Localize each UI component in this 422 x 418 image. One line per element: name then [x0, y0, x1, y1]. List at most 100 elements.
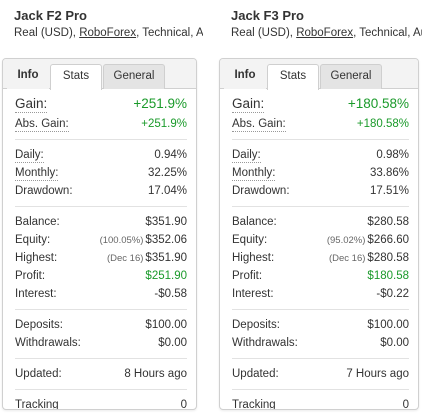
tab-stats[interactable]: Stats — [50, 64, 102, 90]
equity-label: Equity: — [232, 234, 268, 246]
monthly-value: 33.86% — [369, 167, 409, 179]
tab-bar: Info Stats General — [3, 59, 196, 90]
withdrawals-row: Withdrawals: $0.00 — [15, 334, 187, 352]
interest-value: -$0.58 — [154, 288, 187, 300]
gain-row: Gain: +180.58% — [232, 95, 409, 115]
tab-general[interactable]: General — [320, 64, 382, 89]
abs-gain-label[interactable]: Abs. Gain: — [232, 118, 286, 132]
interest-row: Interest: -$0.22 — [232, 285, 409, 303]
divider — [232, 206, 409, 207]
account-type: Real (USD), — [14, 27, 76, 39]
system-header: Jack F2 Pro Real (USD), RoboForex, Techn… — [0, 0, 203, 50]
drawdown-label: Drawdown: — [232, 185, 290, 197]
tracking-row: Tracking 0 — [232, 396, 409, 410]
tab-info[interactable]: Info — [224, 64, 266, 89]
tracking-label: Tracking — [232, 399, 276, 410]
abs-gain-value: +180.58% — [356, 118, 409, 130]
tab-info[interactable]: Info — [7, 64, 49, 89]
profit-label: Profit: — [15, 270, 46, 282]
highest-row: Highest: (Dec 16) $351.90 — [15, 249, 187, 267]
equity-value-group: (95.02%) $266.60 — [327, 231, 409, 250]
divider — [15, 206, 187, 207]
divider — [232, 358, 409, 359]
tab-bar: Info Stats General — [220, 59, 418, 90]
system-tags: , Technical, Autom — [136, 27, 203, 39]
profit-row: Profit: $251.90 — [15, 267, 187, 285]
equity-row: Equity: (100.05%) $352.06 — [15, 231, 187, 249]
interest-label: Interest: — [15, 288, 57, 300]
monthly-value: 32.25% — [147, 167, 187, 179]
tracking-row: Tracking 0 — [15, 396, 187, 410]
equity-row: Equity: (95.02%) $266.60 — [232, 231, 409, 249]
deposits-value: $100.00 — [145, 319, 187, 331]
gain-value: +180.58% — [347, 96, 409, 111]
stats-panel: Info Stats General Gain: +251.9% Abs. Ga… — [2, 58, 197, 410]
tab-general[interactable]: General — [103, 64, 165, 89]
gain-label[interactable]: Gain: — [15, 96, 48, 113]
daily-label[interactable]: Daily: — [15, 149, 44, 163]
account-type: Real (USD), — [231, 27, 293, 39]
system-name[interactable]: Jack F2 Pro — [14, 8, 87, 23]
divider — [15, 389, 187, 390]
deposits-row: Deposits: $100.00 — [232, 316, 409, 334]
monthly-label[interactable]: Monthly: — [15, 167, 59, 181]
system-name[interactable]: Jack F3 Pro — [231, 8, 304, 23]
stats-rows: Gain: +180.58% Abs. Gain: +180.58% Daily… — [220, 95, 418, 410]
equity-percent: (100.05%) — [99, 235, 144, 246]
abs-gain-label[interactable]: Abs. Gain: — [15, 118, 69, 132]
withdrawals-value: $0.00 — [380, 337, 409, 349]
highest-date: (Dec 16) — [328, 253, 366, 264]
tracking-label: Tracking — [15, 399, 59, 410]
system-widget-jack-f3: Jack F3 Pro Real (USD), RoboForex, Techn… — [219, 0, 422, 410]
updated-value: 7 Hours ago — [346, 368, 409, 380]
updated-row: Updated: 7 Hours ago — [232, 365, 409, 383]
system-widget-jack-f2: Jack F2 Pro Real (USD), RoboForex, Techn… — [0, 0, 203, 410]
updated-label: Updated: — [232, 368, 279, 380]
balance-label: Balance: — [232, 216, 277, 228]
gain-label[interactable]: Gain: — [232, 96, 265, 113]
updated-row: Updated: 8 Hours ago — [15, 365, 187, 383]
highest-value-group: (Dec 16) $280.58 — [329, 249, 409, 268]
stats-panel: Info Stats General Gain: +180.58% Abs. G… — [219, 58, 419, 410]
equity-value: $352.06 — [145, 234, 187, 246]
abs-gain-row: Abs. Gain: +180.58% — [232, 115, 409, 133]
highest-value-group: (Dec 16) $351.90 — [107, 249, 187, 268]
interest-value: -$0.22 — [376, 288, 409, 300]
deposits-label: Deposits: — [15, 319, 63, 331]
daily-value: 0.98% — [376, 149, 409, 161]
balance-row: Balance: $280.58 — [232, 213, 409, 231]
profit-value: $251.90 — [145, 270, 187, 282]
broker-link[interactable]: RoboForex — [296, 27, 354, 39]
balance-row: Balance: $351.90 — [15, 213, 187, 231]
updated-label: Updated: — [15, 368, 62, 380]
tracking-value: 0 — [402, 399, 409, 410]
highest-value: $351.90 — [145, 252, 187, 264]
withdrawals-row: Withdrawals: $0.00 — [232, 334, 409, 352]
system-subtitle: Real (USD), RoboForex, Technical, Autom — [14, 25, 203, 41]
interest-label: Interest: — [232, 288, 274, 300]
abs-gain-row: Abs. Gain: +251.9% — [15, 115, 187, 133]
monthly-label[interactable]: Monthly: — [232, 167, 276, 181]
monthly-row: Monthly: 33.86% — [232, 164, 409, 182]
drawdown-row: Drawdown: 17.51% — [232, 182, 409, 200]
system-subtitle: Real (USD), RoboForex, Technical, Auto — [231, 25, 422, 41]
equity-percent: (95.02%) — [326, 235, 366, 246]
profit-row: Profit: $180.58 — [232, 267, 409, 285]
withdrawals-value: $0.00 — [158, 337, 187, 349]
daily-label[interactable]: Daily: — [232, 149, 261, 163]
deposits-label: Deposits: — [232, 319, 280, 331]
abs-gain-value: +251.9% — [141, 118, 187, 130]
highest-label: Highest: — [15, 252, 58, 264]
balance-value: $351.90 — [145, 216, 187, 228]
system-tags: , Technical, Auto — [353, 27, 422, 39]
profit-label: Profit: — [232, 270, 263, 282]
daily-value: 0.94% — [154, 149, 187, 161]
broker-link[interactable]: RoboForex — [79, 27, 137, 39]
interest-row: Interest: -$0.58 — [15, 285, 187, 303]
balance-value: $280.58 — [367, 216, 409, 228]
highest-row: Highest: (Dec 16) $280.58 — [232, 249, 409, 267]
divider — [15, 358, 187, 359]
daily-row: Daily: 0.94% — [15, 146, 187, 164]
tab-stats[interactable]: Stats — [267, 64, 319, 90]
divider — [15, 309, 187, 310]
